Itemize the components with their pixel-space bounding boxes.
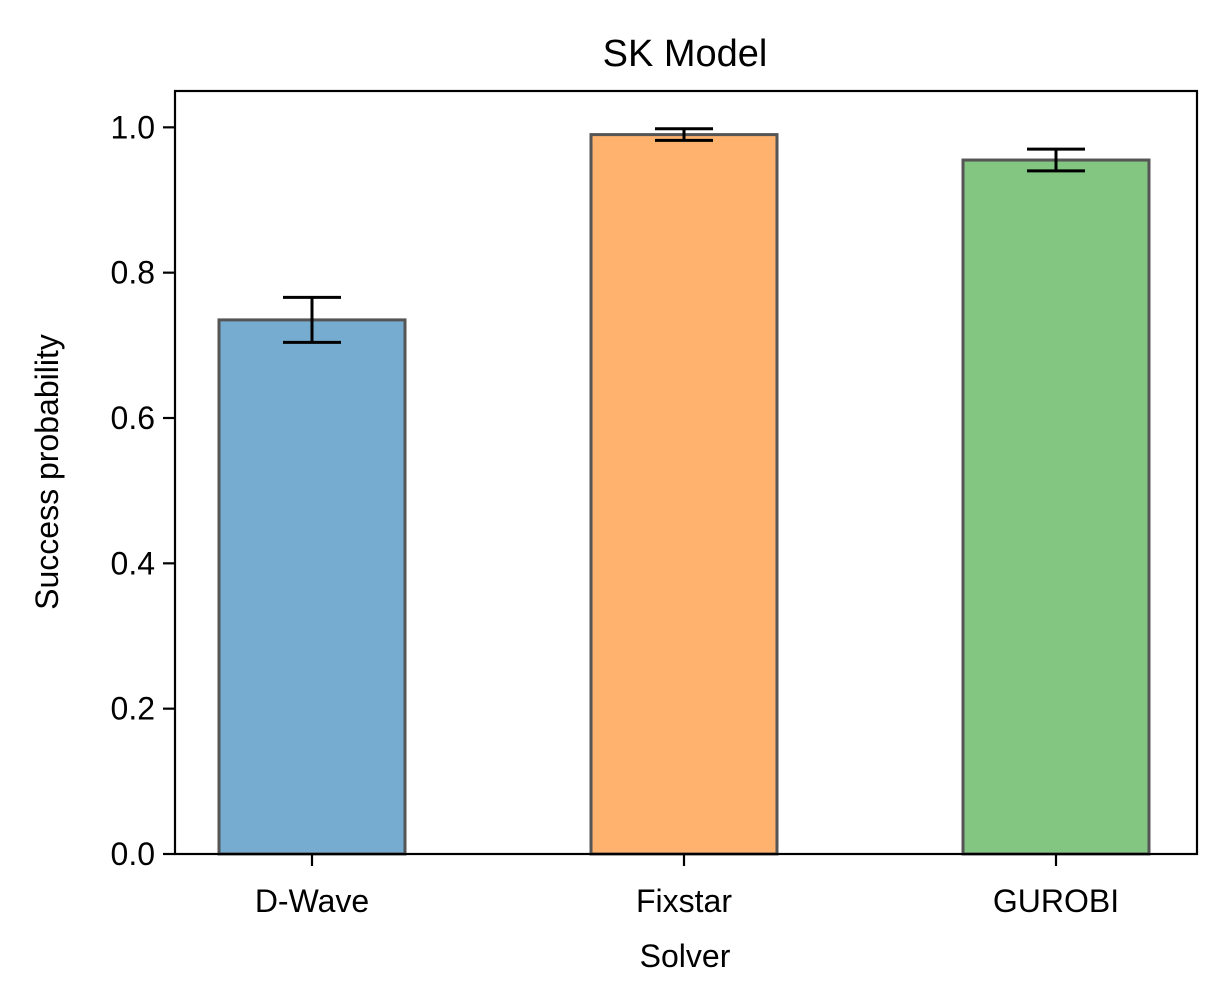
plot-area-frame xyxy=(173,89,1199,856)
x-axis: D-Wave Fixstar GUROBI xyxy=(255,854,1119,919)
x-axis-label: Solver xyxy=(640,938,731,974)
y-tick-label: 0.4 xyxy=(111,545,155,581)
bars-layer xyxy=(217,133,1151,856)
y-axis: 0.0 0.2 0.4 0.6 0.8 1.0 xyxy=(111,109,175,872)
chart-title: SK Model xyxy=(603,33,768,75)
y-tick-label: 1.0 xyxy=(111,109,155,145)
x-tick-label-gurobi: GUROBI xyxy=(993,883,1119,919)
y-tick-label: 0.0 xyxy=(111,836,155,872)
bar-d-wave xyxy=(217,318,407,856)
y-axis-label: Success probability xyxy=(29,334,65,610)
y-tick-label: 0.6 xyxy=(111,400,155,436)
y-tick-label: 0.8 xyxy=(111,255,155,291)
bar-gurobi xyxy=(961,158,1151,856)
errorbars-layer xyxy=(283,127,1085,344)
x-tick-label-d-wave: D-Wave xyxy=(255,883,369,919)
y-tick-label: 0.2 xyxy=(111,691,155,727)
x-tick-label-fixstar: Fixstar xyxy=(636,883,732,919)
bar-fixstar xyxy=(589,133,779,856)
